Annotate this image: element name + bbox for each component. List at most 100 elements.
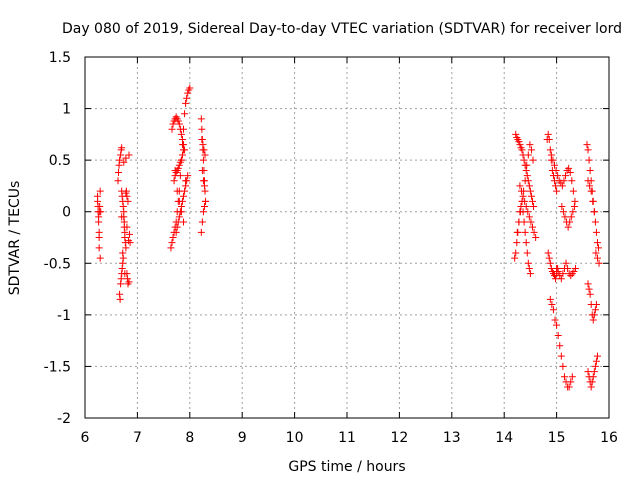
y-tick-label: -0.5 [44, 256, 71, 272]
data-point [587, 187, 595, 195]
data-point [558, 203, 566, 211]
data-point [186, 84, 194, 92]
data-point [184, 89, 192, 97]
data-point [525, 182, 533, 190]
x-tick-label: 8 [185, 430, 194, 446]
data-point [118, 213, 126, 221]
data-point [557, 352, 565, 360]
data-point [118, 144, 126, 152]
data-point [96, 254, 104, 262]
x-tick-label: 15 [548, 430, 566, 446]
data-point [532, 234, 540, 241]
data-point [568, 373, 576, 381]
data-point [94, 197, 102, 205]
data-point [175, 197, 183, 205]
data-point [178, 151, 186, 159]
y-tick-label: 1.5 [49, 50, 71, 66]
data-point [548, 301, 556, 309]
data-point [182, 177, 190, 185]
data-point [122, 154, 130, 162]
data-point [592, 357, 600, 365]
data-point [182, 99, 190, 107]
data-point [126, 239, 134, 247]
data-point [544, 249, 552, 257]
data-point [528, 197, 536, 205]
data-point [168, 239, 176, 247]
data-point [565, 383, 573, 391]
data-point [198, 125, 206, 133]
data-point [121, 234, 129, 241]
data-point [586, 182, 594, 190]
data-point [198, 166, 206, 174]
data-point [524, 208, 532, 216]
data-point [512, 249, 520, 257]
data-point [566, 169, 574, 177]
data-point [562, 259, 570, 267]
data-point [558, 182, 566, 190]
data-point [549, 156, 557, 164]
data-point [523, 172, 531, 180]
data-point [591, 362, 599, 370]
data-point [96, 187, 104, 195]
data-point [180, 192, 188, 200]
y-tick-label: 0.5 [49, 153, 71, 169]
data-point [515, 218, 523, 226]
x-tick-label: 14 [495, 430, 513, 446]
data-point [124, 197, 132, 205]
x-tick-label: 9 [238, 430, 247, 446]
data-point [181, 187, 189, 195]
data-point [513, 228, 521, 236]
x-tick-label: 12 [390, 430, 408, 446]
data-point [169, 120, 177, 128]
grid-lines [85, 57, 609, 418]
data-point [584, 368, 592, 376]
data-point [545, 136, 553, 144]
data-point [571, 264, 579, 272]
data-point [516, 182, 524, 190]
data-point [526, 141, 534, 149]
data-point [556, 342, 564, 350]
data-point [525, 264, 533, 272]
data-point [511, 254, 519, 262]
data-point [117, 280, 125, 288]
data-point [527, 218, 535, 226]
data-point [524, 151, 532, 159]
data-point [116, 290, 124, 298]
data-point [584, 177, 592, 185]
data-point [554, 172, 562, 180]
data-point [584, 146, 592, 154]
data-point [177, 156, 185, 164]
data-point [565, 164, 573, 172]
data-point [184, 172, 192, 180]
data-point [567, 213, 575, 221]
data-point [122, 244, 130, 252]
data-point [523, 161, 531, 169]
data-point [123, 192, 131, 200]
data-point [527, 146, 535, 154]
x-axis-label: GPS time / hours [288, 459, 405, 475]
data-point [177, 130, 185, 138]
data-point [551, 316, 559, 324]
data-point [561, 213, 569, 221]
data-point [585, 285, 593, 293]
data-point [592, 228, 600, 236]
data-point [115, 169, 123, 177]
data-point [592, 249, 600, 257]
data-point [119, 203, 127, 211]
data-point [553, 321, 561, 329]
data-point [197, 115, 205, 123]
data-point [591, 218, 599, 226]
y-tick-label: 0 [62, 205, 71, 221]
data-point [521, 228, 529, 236]
data-point [119, 259, 127, 267]
data-point [95, 218, 103, 226]
data-point [524, 259, 532, 267]
y-tick-label: -1 [57, 308, 71, 324]
data-point [199, 177, 207, 185]
data-point [544, 130, 552, 138]
data-point [119, 249, 127, 257]
data-point [564, 264, 572, 272]
data-point [173, 187, 181, 195]
data-point [170, 177, 178, 185]
data-point [175, 213, 183, 221]
